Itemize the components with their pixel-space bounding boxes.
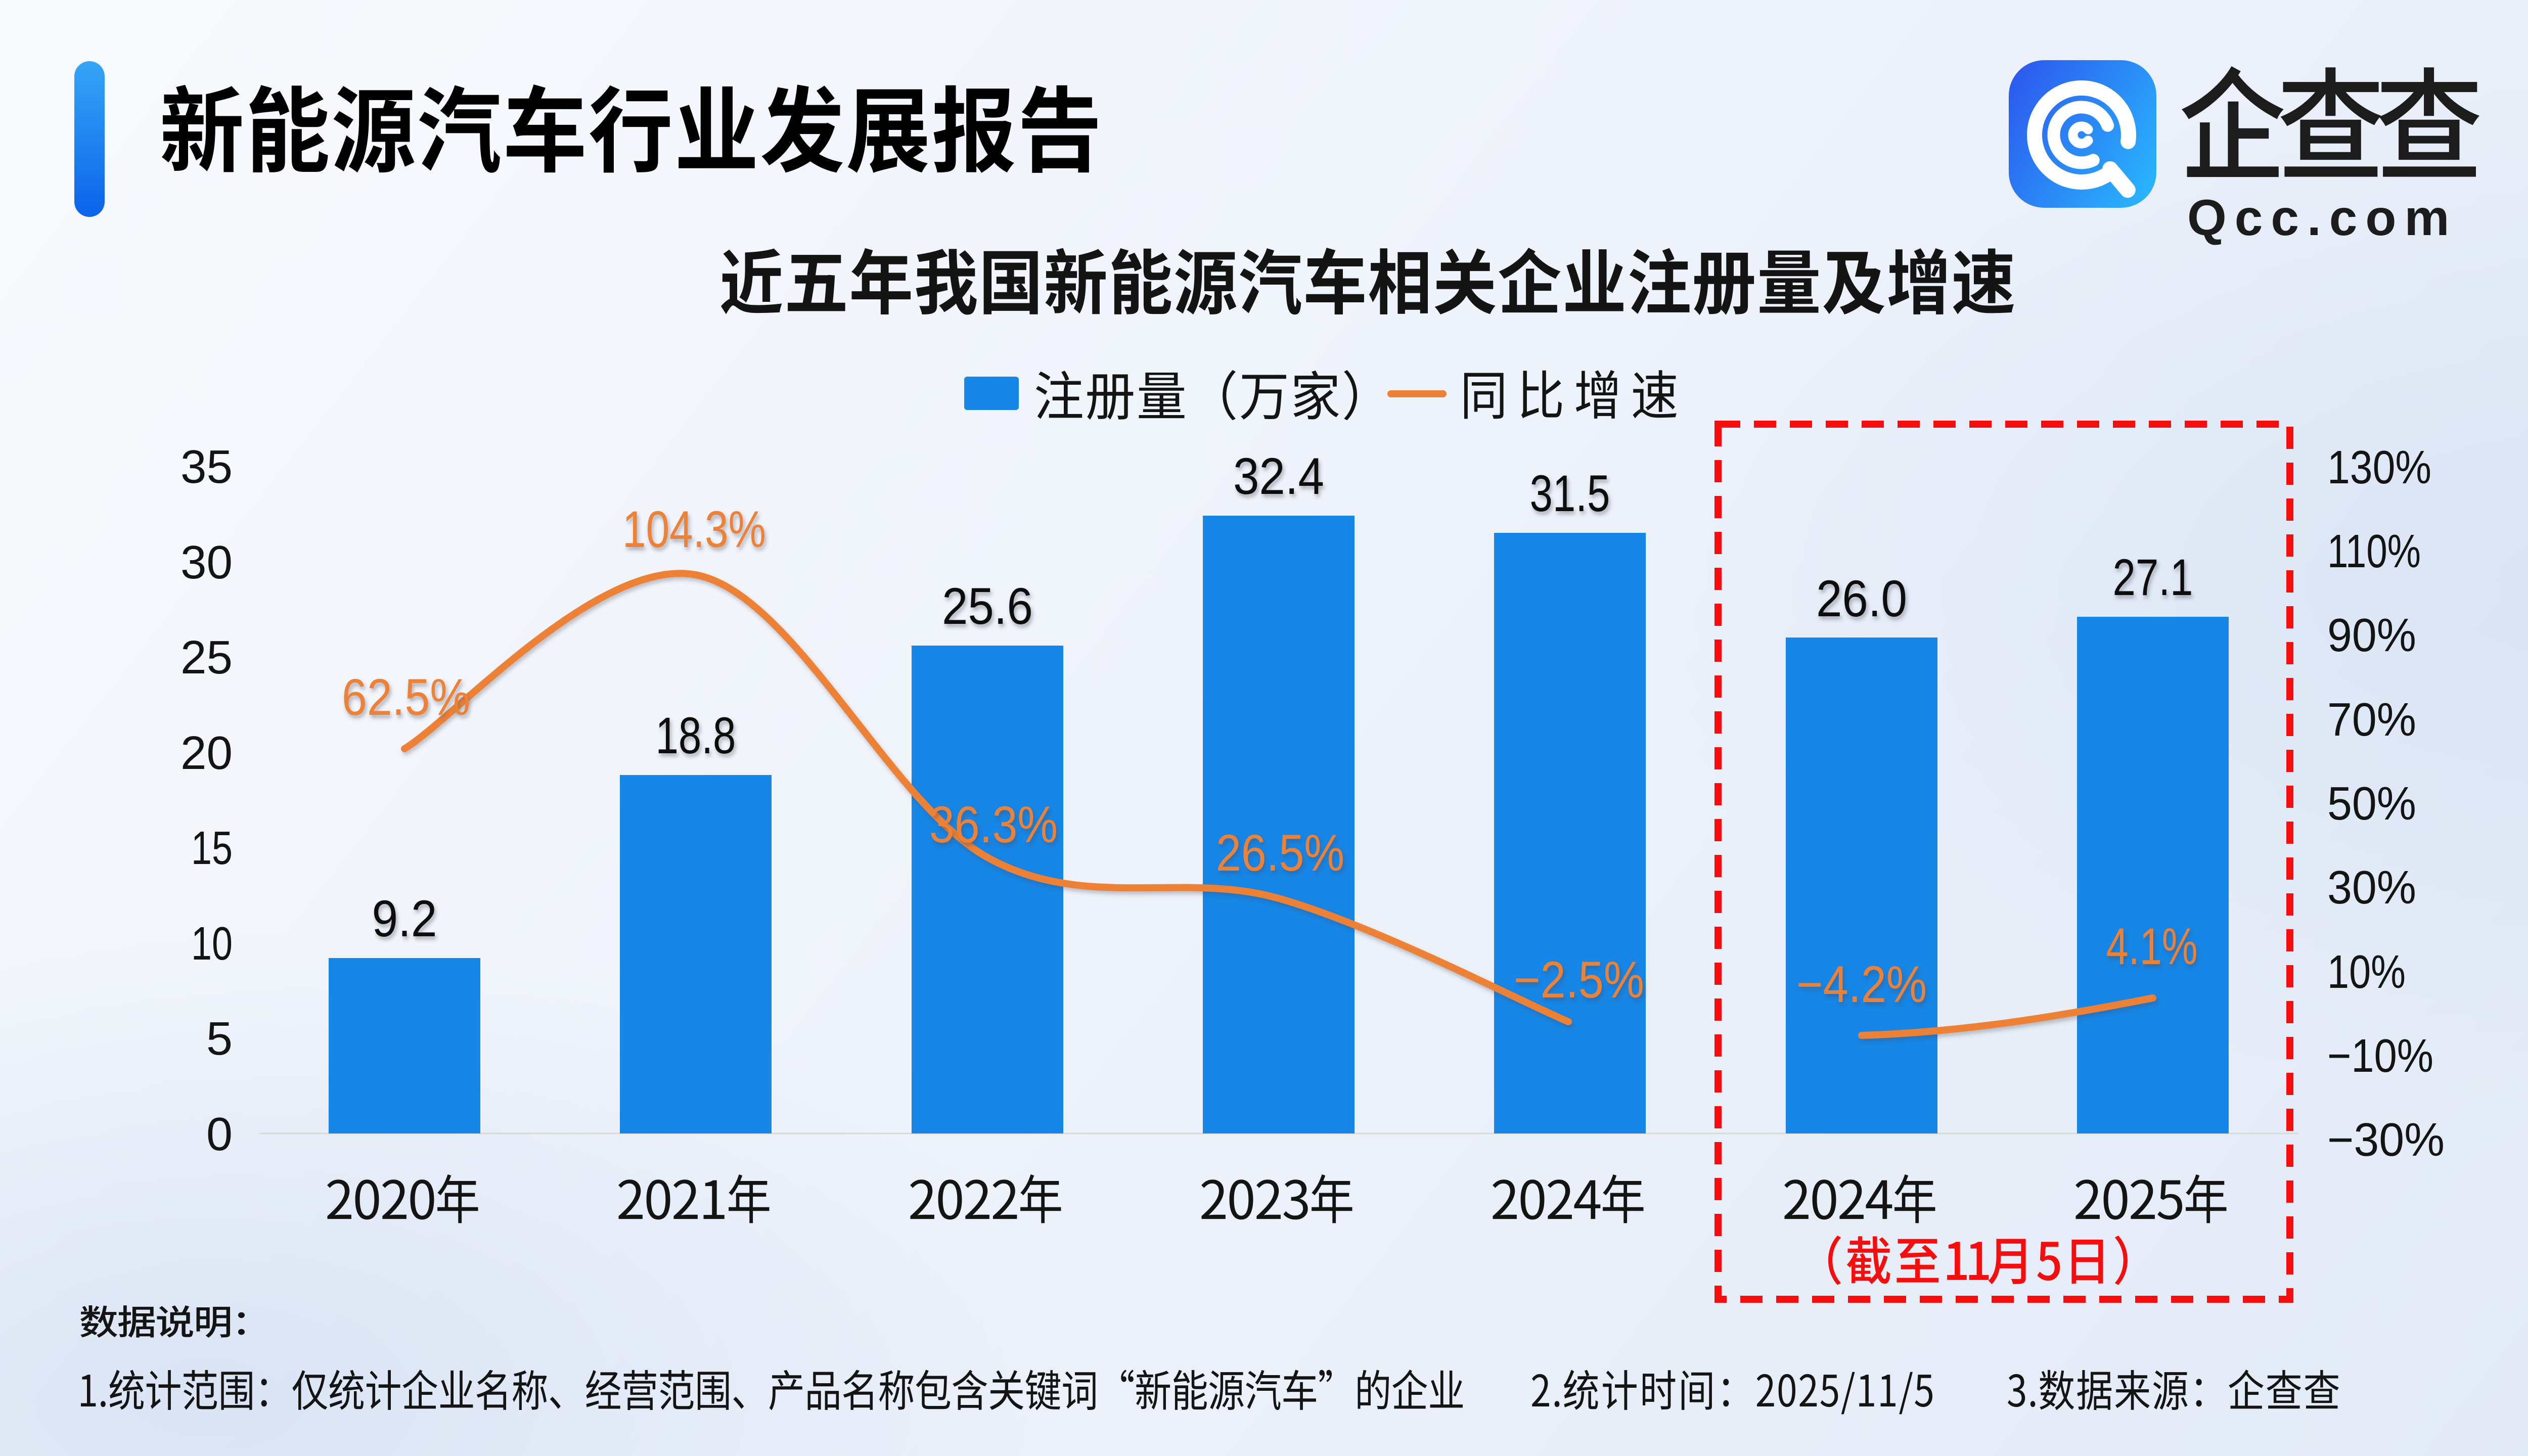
svg-text:130%: 130% (2327, 441, 2431, 493)
svg-text:Qcc.com: Qcc.com (2187, 190, 2457, 246)
svg-text:20: 20 (180, 726, 233, 779)
svg-text:4.1%: 4.1% (2106, 918, 2198, 975)
svg-text:90%: 90% (2327, 609, 2416, 661)
svg-text:27.1: 27.1 (2113, 549, 2193, 606)
svg-text:5: 5 (206, 1012, 233, 1065)
svg-text:35: 35 (180, 440, 233, 493)
svg-text:31.5: 31.5 (1530, 465, 1610, 522)
svg-text:−4.2%: −4.2% (1796, 956, 1927, 1013)
svg-text:18.8: 18.8 (656, 707, 736, 764)
svg-text:−10%: −10% (2327, 1029, 2433, 1082)
svg-text:26.5%: 26.5% (1216, 824, 1344, 882)
svg-text:15: 15 (191, 822, 233, 874)
svg-text:50%: 50% (2327, 777, 2416, 830)
svg-text:30%: 30% (2327, 861, 2416, 914)
svg-text:−30%: −30% (2327, 1113, 2445, 1166)
svg-text:26.0: 26.0 (1816, 570, 1907, 627)
svg-text:110%: 110% (2327, 525, 2421, 577)
svg-text:36.3%: 36.3% (929, 796, 1058, 853)
svg-text:10: 10 (191, 917, 233, 970)
svg-text:30: 30 (180, 536, 233, 588)
svg-text:0: 0 (206, 1108, 233, 1160)
svg-text:104.3%: 104.3% (622, 500, 766, 558)
svg-text:32.4: 32.4 (1233, 447, 1324, 505)
svg-text:−2.5%: −2.5% (1514, 951, 1644, 1009)
svg-text:70%: 70% (2327, 693, 2416, 746)
svg-text:10%: 10% (2327, 945, 2406, 998)
svg-text:9.2: 9.2 (372, 890, 437, 947)
svg-text:25.6: 25.6 (942, 577, 1033, 635)
svg-text:62.5%: 62.5% (342, 668, 470, 726)
svg-text:25: 25 (180, 631, 233, 684)
